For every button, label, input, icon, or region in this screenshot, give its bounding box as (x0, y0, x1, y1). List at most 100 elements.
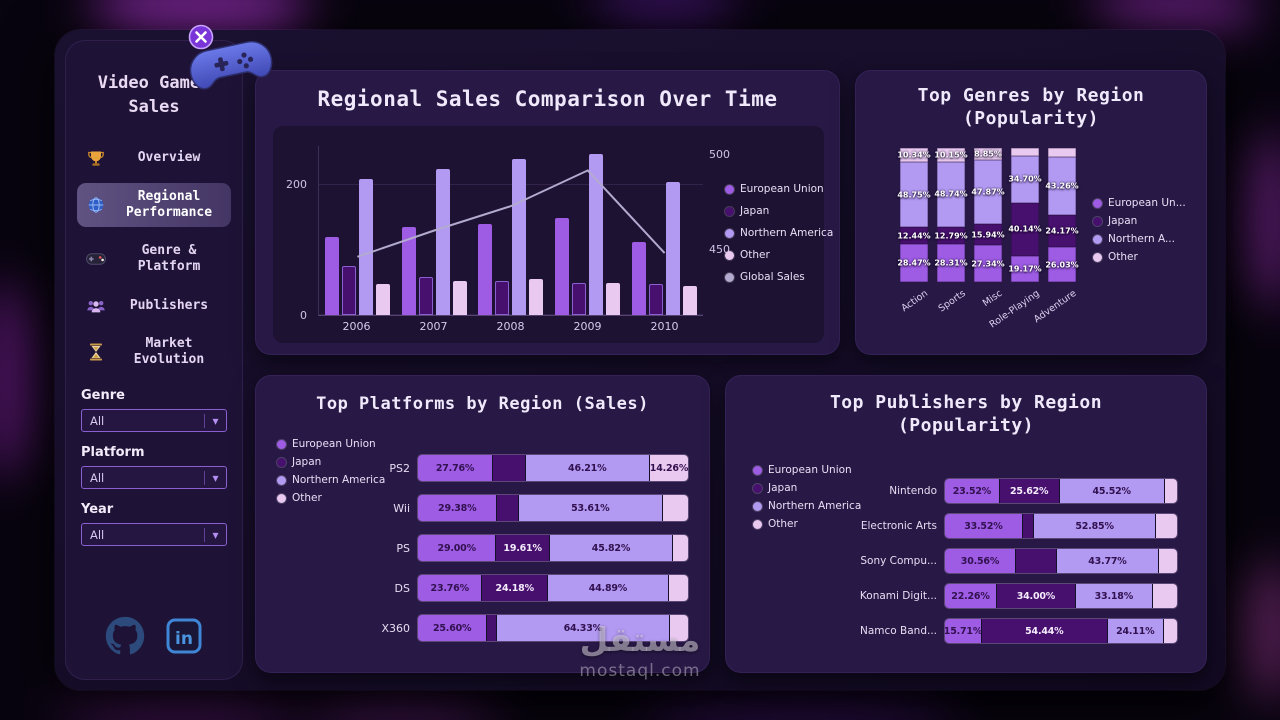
segment-other[interactable] (668, 575, 688, 601)
segment-other[interactable] (662, 495, 688, 521)
bar-japan[interactable] (572, 282, 587, 315)
segment-eu[interactable]: 33.52% (945, 514, 1022, 538)
segment-japan[interactable]: 24.18% (482, 575, 547, 601)
segment-na[interactable]: 53.61% (518, 495, 662, 521)
segment-na[interactable]: 48.75% (897, 161, 931, 228)
segment-eu[interactable]: 27.76% (418, 455, 493, 481)
bar-other[interactable] (606, 282, 621, 315)
segment-na[interactable]: 52.85% (1034, 514, 1156, 538)
segment-na[interactable]: 47.87% (971, 159, 1005, 225)
sidebar-item-market-evolution[interactable]: Market Evolution (77, 330, 231, 375)
bar-track[interactable]: 29.38% 53.61% (418, 495, 688, 521)
sidebar-item-regional-performance[interactable]: Regional Performance (77, 182, 231, 228)
bar-na[interactable] (589, 153, 604, 315)
legend-item[interactable]: Northern America (277, 474, 385, 486)
segment-other[interactable]: 10.15% (934, 148, 968, 162)
segment-other[interactable] (1156, 514, 1177, 538)
stacked-column[interactable]: 19.17% 40.14% 34.70% (1008, 148, 1042, 282)
segment-japan[interactable]: 24.17% (1045, 214, 1079, 248)
segment-eu[interactable]: 30.56% (945, 549, 1015, 573)
segment-japan[interactable] (493, 455, 525, 481)
bar-eu[interactable] (478, 224, 493, 315)
segment-other[interactable] (1152, 584, 1177, 608)
segment-na[interactable]: 45.52% (1059, 479, 1164, 503)
segment-eu[interactable]: 22.26% (945, 584, 996, 608)
sidebar-item-overview[interactable]: Overview (77, 144, 231, 173)
bar-japan[interactable] (495, 281, 510, 315)
bar-japan[interactable] (341, 266, 356, 315)
segment-na[interactable]: 34.70% (1008, 156, 1042, 203)
sidebar-item-genre-platform[interactable]: Genre & Platform (77, 237, 231, 282)
segment-other[interactable] (1158, 549, 1177, 573)
segment-other[interactable] (669, 615, 688, 641)
bar-track[interactable]: 29.00% 19.61% 45.82% (418, 535, 688, 561)
segment-japan[interactable] (487, 615, 496, 641)
segment-japan[interactable]: 40.14% (1008, 202, 1042, 257)
bar-track[interactable]: 23.76% 24.18% 44.89% (418, 575, 688, 601)
segment-japan[interactable]: 25.62% (999, 479, 1059, 503)
legend-item[interactable]: Northern America (725, 227, 833, 239)
bar-other[interactable] (452, 281, 467, 315)
segment-japan[interactable]: 15.94% (971, 224, 1005, 246)
segment-japan[interactable]: 34.00% (996, 584, 1075, 608)
stacked-column[interactable]: 28.47% 12.44% 48.75% 10.34% (897, 148, 931, 282)
segment-eu[interactable]: 26.03% (1045, 247, 1079, 282)
segment-na[interactable]: 24.11% (1107, 619, 1163, 643)
legend-item[interactable]: Japan (277, 456, 385, 468)
segment-other[interactable] (1011, 148, 1039, 157)
segment-japan[interactable]: 12.79% (934, 226, 968, 245)
segment-japan[interactable]: 19.61% (496, 535, 549, 561)
segment-japan[interactable] (1022, 514, 1034, 538)
segment-na[interactable]: 45.82% (549, 535, 673, 561)
linkedin-icon[interactable]: in (165, 617, 203, 655)
sidebar-item-publishers[interactable]: Publishers (77, 292, 231, 320)
bar-track[interactable]: 22.26% 34.00% 33.18% (945, 584, 1177, 608)
stacked-column[interactable]: 28.31% 12.79% 48.74% 10.15% (934, 148, 968, 282)
bar-na[interactable] (666, 181, 681, 315)
segment-eu[interactable]: 25.60% (418, 615, 487, 641)
bar-eu[interactable] (555, 217, 570, 315)
segment-eu[interactable]: 19.17% (1008, 256, 1042, 282)
segment-na[interactable]: 48.74% (934, 161, 968, 227)
legend-item[interactable]: Japan (753, 482, 861, 494)
bar-track[interactable]: 30.56% 43.77% (945, 549, 1177, 573)
segment-japan[interactable]: 12.44% (897, 227, 931, 244)
stacked-column[interactable]: 27.34% 15.94% 47.87% 8.85% (971, 148, 1005, 282)
bar-track[interactable]: 33.52% 52.85% (945, 514, 1177, 538)
legend-item[interactable]: Northern A... (1093, 233, 1186, 245)
legend-item[interactable]: European Un... (1093, 197, 1186, 209)
segment-other[interactable] (1164, 479, 1177, 503)
bar-na[interactable] (435, 168, 450, 315)
segment-na[interactable]: 43.26% (1045, 156, 1079, 215)
segment-other[interactable] (673, 535, 688, 561)
bar-na[interactable] (512, 159, 527, 315)
segment-na[interactable]: 33.18% (1075, 584, 1152, 608)
legend-item[interactable]: Other (277, 492, 385, 504)
legend-item[interactable]: Other (753, 518, 861, 530)
legend-item[interactable]: European Union (753, 464, 861, 476)
legend-item[interactable]: European Union (725, 183, 833, 195)
legend-item[interactable]: Global Sales (725, 271, 833, 283)
legend-item[interactable]: Other (725, 249, 833, 261)
stacked-column[interactable]: 26.03% 24.17% 43.26% (1045, 148, 1079, 282)
genre-select[interactable]: All ▾ (81, 409, 227, 432)
bar-track[interactable]: 23.52% 25.62% 45.52% (945, 479, 1177, 503)
bar-na[interactable] (358, 178, 373, 315)
legend-item[interactable]: European Union (277, 438, 385, 450)
segment-other[interactable]: 10.34% (897, 148, 931, 162)
close-button[interactable] (188, 24, 214, 50)
segment-other[interactable]: 8.85% (974, 148, 1002, 160)
bar-japan[interactable] (649, 283, 664, 315)
segment-na[interactable]: 46.21% (525, 455, 649, 481)
legend-item[interactable]: Japan (1093, 215, 1186, 227)
bar-track[interactable]: 27.76% 46.21% 14.26% (418, 455, 688, 481)
bar-eu[interactable] (632, 242, 647, 315)
platform-select[interactable]: All ▾ (81, 466, 227, 489)
segment-japan[interactable]: 54.44% (981, 619, 1107, 643)
bar-other[interactable] (529, 279, 544, 315)
segment-eu[interactable]: 15.71% (945, 619, 981, 643)
segment-na[interactable]: 64.33% (496, 615, 669, 641)
segment-eu[interactable]: 28.31% (934, 244, 968, 282)
bar-eu[interactable] (324, 237, 339, 315)
bar-track[interactable]: 25.60% 64.33% (418, 615, 688, 641)
